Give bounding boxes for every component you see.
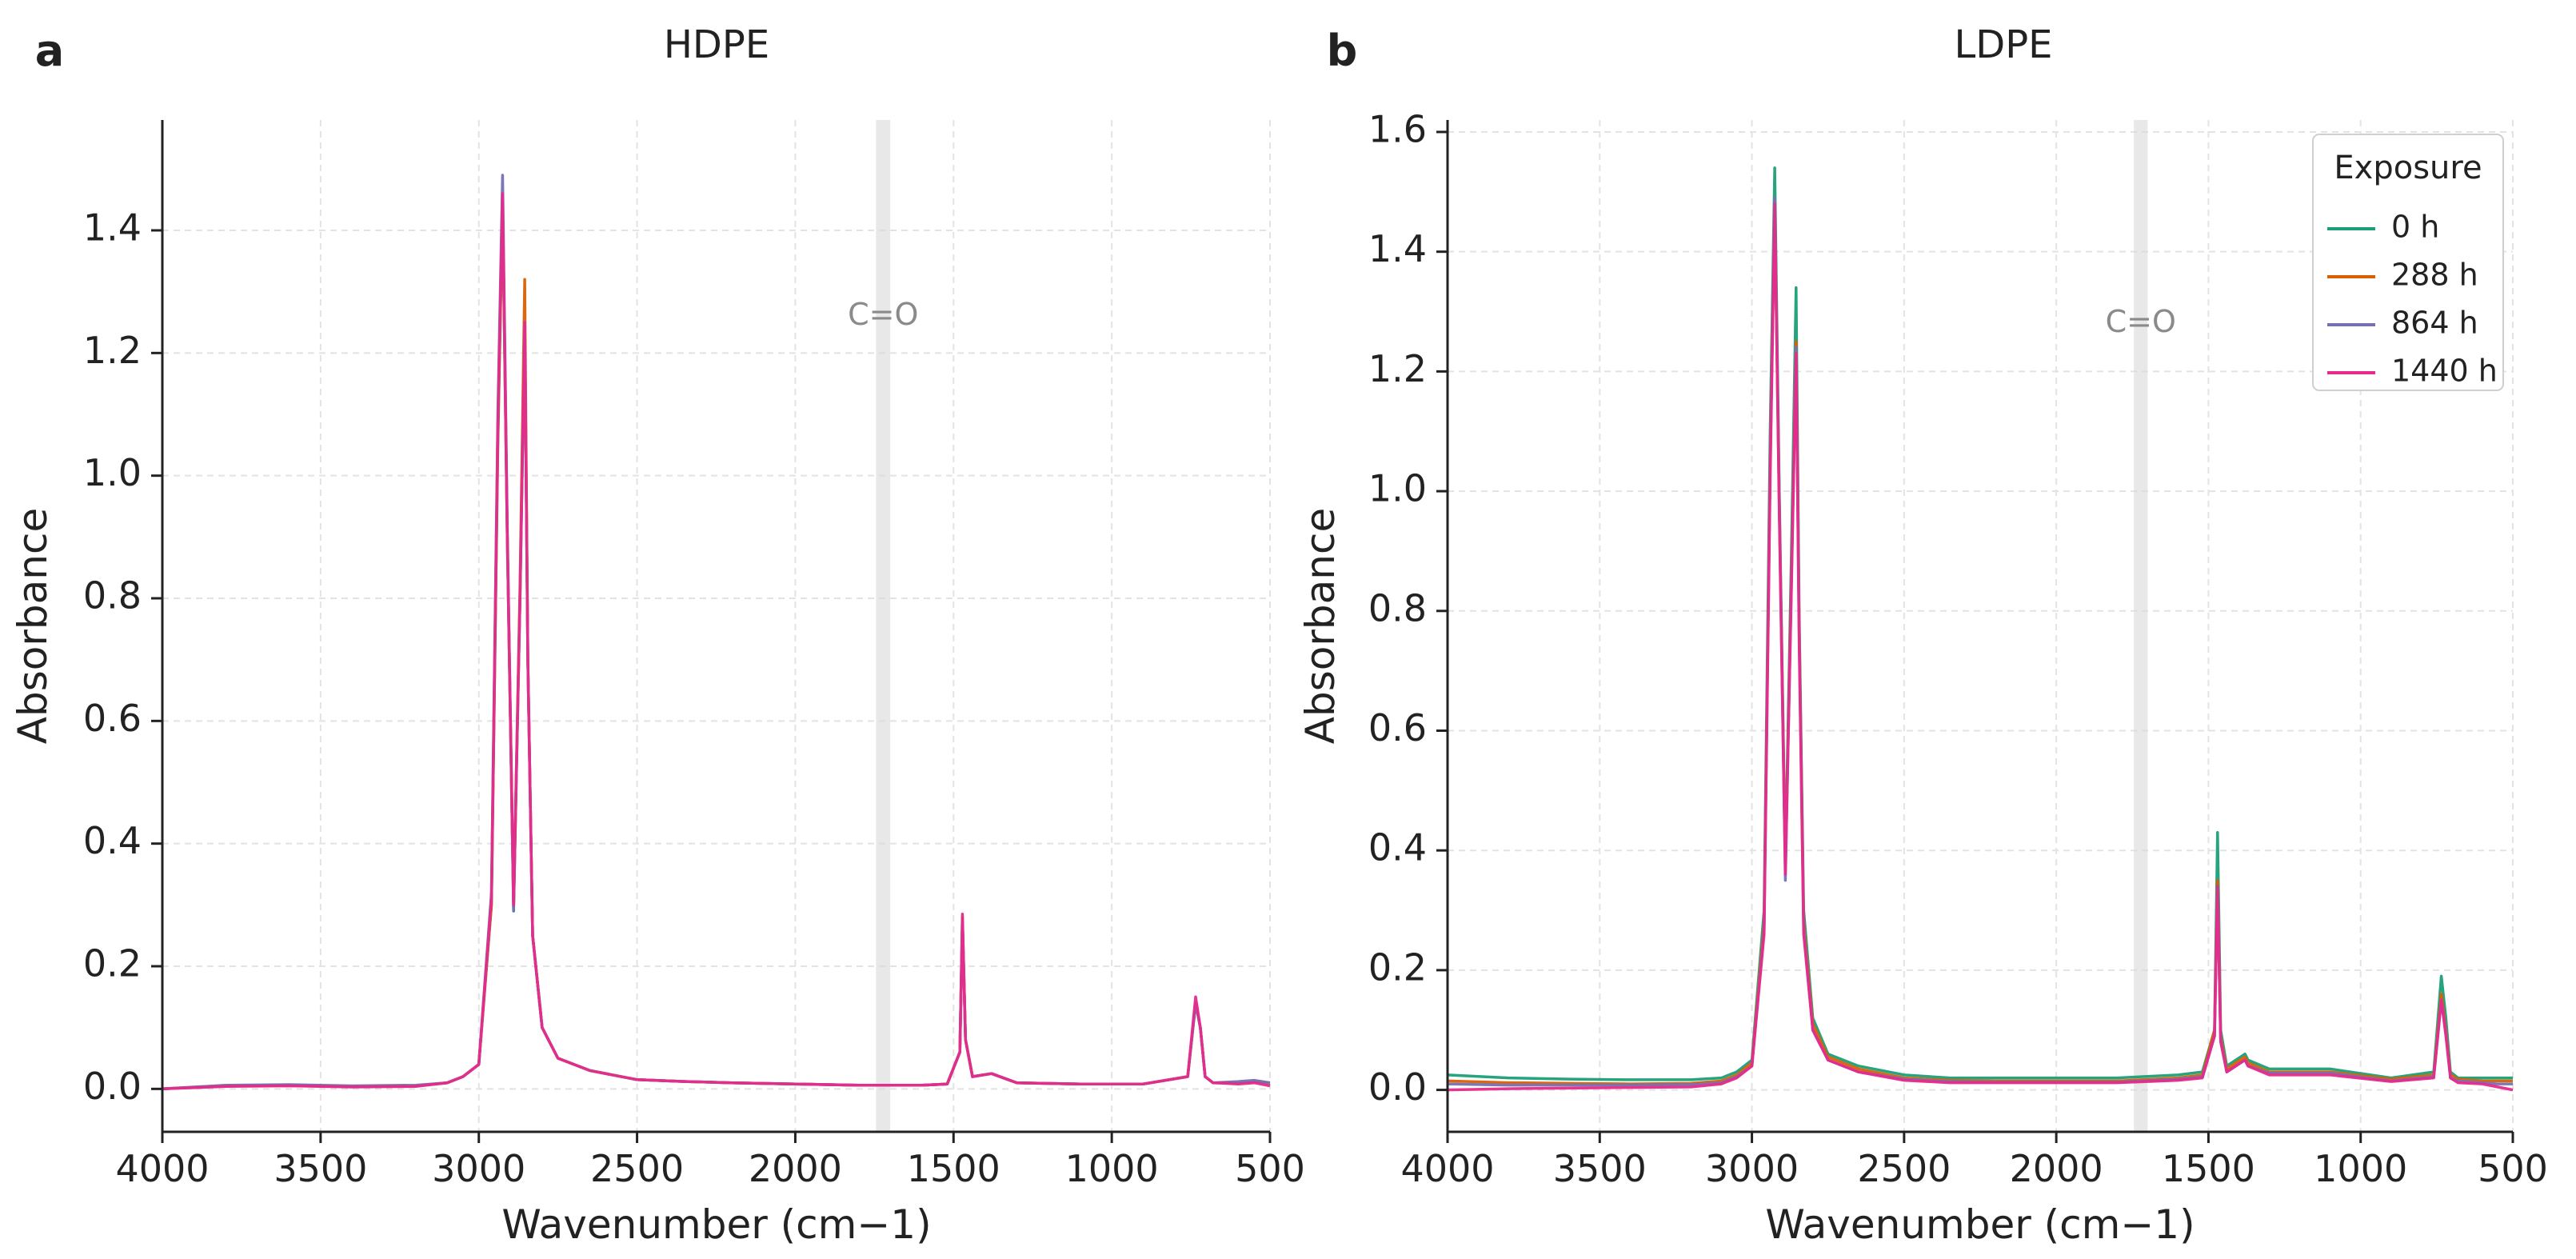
x-tick-label: 3500	[274, 1147, 367, 1190]
panel-letter: b	[1327, 26, 1358, 76]
y-tick-label: 0.8	[1368, 586, 1427, 630]
y-tick-label: 1.4	[83, 206, 142, 250]
x-tick-label: 1000	[2314, 1147, 2407, 1190]
y-axis-label: Absorbance	[10, 508, 56, 744]
series-line-1440h	[162, 192, 1271, 1091]
series-line-0h	[162, 204, 1271, 1091]
x-axis-label: Wavenumber (cm−1)	[1765, 1201, 2195, 1248]
panel-title: LDPE	[1955, 22, 2053, 67]
x-tick-label: 2500	[590, 1147, 684, 1190]
y-tick-label: 1.6	[1368, 107, 1427, 150]
x-tick-label: 1500	[907, 1147, 1000, 1190]
legend-title: Exposure	[2334, 150, 2482, 186]
x-tick-label: 4000	[1400, 1147, 1494, 1190]
x-tick-label: 3500	[1553, 1147, 1647, 1190]
y-tick-label: 1.0	[83, 451, 142, 494]
x-axis-label: Wavenumber (cm−1)	[501, 1201, 931, 1248]
legend-entry: 288 h	[2391, 258, 2478, 293]
legend-entry: 1440 h	[2391, 354, 2498, 389]
x-tick-label: 500	[1235, 1147, 1305, 1190]
y-tick-label: 1.0	[1368, 467, 1427, 510]
y-tick-label: 0.4	[83, 819, 142, 862]
x-tick-label: 500	[2478, 1147, 2548, 1190]
x-tick-label: 1000	[1065, 1147, 1159, 1190]
x-tick-label: 4000	[115, 1147, 209, 1190]
x-tick-label: 2500	[1857, 1147, 1951, 1190]
carbonyl-band	[2134, 120, 2148, 1132]
y-tick-label: 0.8	[83, 574, 142, 618]
legend-entry: 0 h	[2391, 210, 2439, 245]
x-tick-label: 3000	[432, 1147, 525, 1190]
panel-a: C=O 4000 3500 3000 2500 2000 1500 1000 500 0.0 0.2…	[10, 22, 1305, 1248]
legend-entry: 864 h	[2391, 306, 2478, 341]
carbonyl-annotation: C=O	[848, 297, 918, 332]
y-tick-label: 1.4	[1368, 227, 1427, 270]
series-line-288h	[162, 198, 1271, 1091]
x-tick-label: 2000	[2010, 1147, 2103, 1190]
y-tick-label: 0.4	[1368, 826, 1427, 869]
y-tick-label: 0.0	[83, 1065, 142, 1108]
panel-letter: a	[35, 26, 64, 76]
x-tick-label: 2000	[749, 1147, 842, 1190]
carbonyl-annotation: C=O	[2106, 304, 2176, 339]
y-tick-label: 0.2	[1368, 945, 1427, 989]
y-tick-label: 0.6	[83, 697, 142, 740]
y-tick-label: 1.2	[1368, 347, 1427, 390]
x-tick-label: 1500	[2162, 1147, 2255, 1190]
y-tick-label: 0.6	[1368, 706, 1427, 749]
x-tick-label: 3000	[1705, 1147, 1799, 1190]
y-tick-label: 0.2	[83, 942, 142, 985]
panel-b: C=O 4000 3500 3000 2500 2000 1500 1000 500 0.0 0.2…	[1297, 22, 2548, 1248]
carbonyl-band	[876, 120, 891, 1132]
y-tick-label: 0.0	[1368, 1065, 1427, 1109]
series-line-864h	[162, 174, 1271, 1091]
legend: Exposure 0 h 288 h 864 h 1440 h	[2312, 134, 2504, 391]
y-tick-label: 1.2	[83, 329, 142, 372]
y-axis-label: Absorbance	[1297, 508, 1344, 744]
series-line-1440h	[1447, 202, 2514, 1092]
panel-title: HDPE	[664, 22, 769, 67]
